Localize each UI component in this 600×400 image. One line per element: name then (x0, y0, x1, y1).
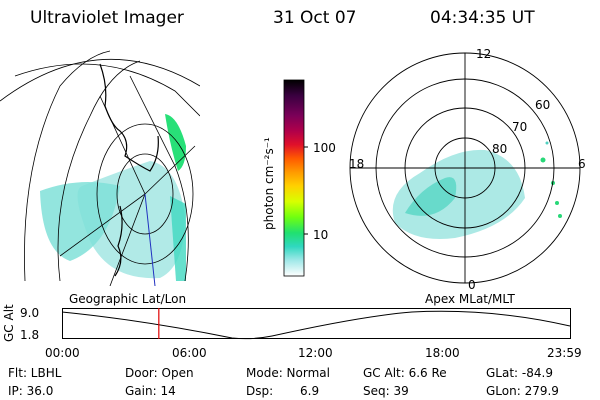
geographic-label: Geographic Lat/Lon (69, 292, 187, 306)
glon-info: GLon: 279.9 (486, 384, 559, 398)
flt-info: Flt: LBHL (8, 366, 62, 380)
colorbar-tick-100: 100 (313, 141, 336, 155)
timeline-xtick-1200: 12:00 (298, 346, 333, 360)
geographic-map (0, 50, 200, 286)
door-info: Door: Open (125, 366, 194, 380)
colorbar-tick-10: 10 (313, 228, 329, 242)
geo-aurora-left (40, 182, 120, 261)
timeline-ytick-low: 1.8 (20, 328, 40, 342)
mode-info: Mode: Normal (246, 366, 330, 380)
polar-dot-1 (540, 157, 546, 163)
polar-label: Apex MLat/MLT (425, 292, 515, 306)
timeline-xtick-2359: 23:59 (547, 346, 582, 360)
timeline-xtick-1800: 18:00 (425, 346, 460, 360)
glat-info: GLat: -84.9 (486, 366, 553, 380)
dsp-value: 6.9 (300, 384, 320, 398)
polar-plot (349, 52, 581, 284)
timeline-xtick-0600: 06:00 (172, 346, 207, 360)
timeline-ytick-high: 9.0 (20, 306, 40, 320)
mlt-label-12: 12 (476, 47, 492, 61)
altitude-timeline (61, 308, 571, 340)
polar-dot-4 (558, 214, 562, 218)
lat-label-60: 60 (535, 98, 551, 112)
lat-label-80: 80 (492, 142, 508, 156)
seq-info: Seq: 39 (363, 384, 409, 398)
time-label: 04:34:35 UT (430, 8, 535, 28)
colorbar-unit-label: photon cm⁻²s⁻¹ (262, 137, 276, 230)
lat-label-70: 70 (512, 120, 528, 134)
colorbar (283, 79, 308, 277)
mlt-label-0: 0 (468, 278, 476, 292)
ip-info: IP: 36.0 (8, 384, 54, 398)
timeline-xtick-0000: 00:00 (45, 346, 80, 360)
mlt-label-18: 18 (349, 157, 365, 171)
gc-alt-info: GC Alt: 6.6 Re (363, 366, 447, 380)
date-label: 31 Oct 07 (273, 8, 357, 28)
instrument-title: Ultraviolet Imager (30, 8, 184, 28)
gain-info: Gain: 14 (125, 384, 176, 398)
coastline (99, 63, 159, 277)
polar-aurora-inner (405, 177, 457, 216)
dsp-label: Dsp: (246, 384, 274, 398)
geo-aurora-bottom (170, 196, 186, 281)
polar-dot-3 (555, 201, 559, 205)
timeline-axis-label: GC Alt (2, 304, 16, 342)
geo-aurora-stripe (165, 114, 186, 171)
mlt-label-6: 6 (578, 157, 586, 171)
polar-dot-5 (545, 141, 549, 145)
polar-aurora-oval (392, 149, 525, 239)
